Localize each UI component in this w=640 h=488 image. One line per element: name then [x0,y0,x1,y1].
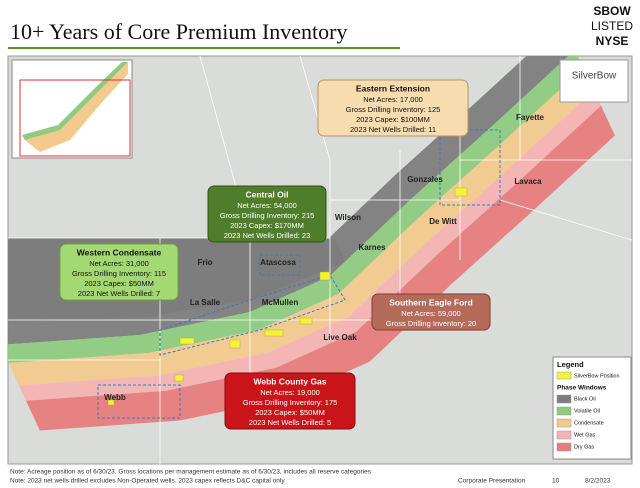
callout-line: 2023 Net Wells Drilled: 7 [78,289,160,298]
position [179,337,195,345]
map-logo [559,59,629,103]
callout-title: Webb County Gas [253,376,326,386]
county-label: Fayette [516,113,545,122]
county-labels: Fayette Gonzales Lavaca De Witt Wilson Karnes… [104,113,544,402]
callout-line: 2023 Capex: $50MM [255,408,325,417]
legend-label: Dry Gas [574,444,594,450]
legend-label: SilverBow Position [574,373,620,379]
county-label: McMullen [262,298,299,307]
callout-line: Net Acres: 54,000 [237,201,297,210]
county-label: Gonzales [407,175,443,184]
callout-line: Gross Drilling Inventory: 20 [386,319,476,328]
footer-source: Corporate Presentation [458,478,526,485]
logo-text: SBOW [593,4,631,18]
footnote: Note: 2023 net wells drilled excludes No… [10,478,285,485]
callout-line: 2023 Net Wells Drilled: 23 [224,231,311,240]
callout-line: Gross Drilling Inventory: 115 [72,269,166,278]
title: 10+ Years of Core Premium Inventory [10,19,347,44]
callout-line: Gross Drilling Inventory: 175 [243,398,338,407]
outline [439,129,501,206]
legend: Legend SilverBow Position Phase Windows Bla… [552,356,632,460]
callout-line: Net Acres: 17,000 [363,95,423,104]
legend-label: Volatile Oil [574,408,600,414]
position [229,339,241,349]
callout-title: Southern Eagle Ford [389,297,473,307]
position [319,271,331,281]
county-label: La Salle [190,298,221,307]
county-label: Wilson [335,213,361,222]
legend-swatch [556,371,572,380]
callout-box [59,243,179,301]
callout-line: 2023 Capex: $50MM [84,279,154,288]
callout-line: 2023 Capex: $170MM [230,221,304,230]
footer-date: 8/2/2023 [585,478,611,485]
legend-swatch [556,418,572,428]
callout-box [371,293,491,331]
county-label: Webb [104,393,126,402]
county-label: Live Oak [323,333,357,342]
callout-title: Eastern Extension [356,83,430,93]
phase-band [26,105,615,431]
callout-title: Western Condensate [77,247,162,257]
phase-band [8,56,584,363]
position [264,329,284,337]
page-number: 10 [552,478,560,485]
legend-swatch [556,430,572,440]
callout-box [224,372,356,430]
logo-text: LISTED [591,19,633,33]
legend-title: Legend [557,360,584,369]
callout-line: 2023 Capex: $100MM [356,115,430,124]
legend-label: Condensate [574,420,604,426]
callout-box [317,79,469,137]
position-outlines [97,129,501,419]
county-label: Lavaca [514,177,542,186]
phase-band [8,56,569,345]
legend-swatch [556,442,572,452]
county-label: Frio [197,258,212,267]
legend-swatch [556,394,572,404]
position [107,399,115,406]
legend-label: Black Oil [574,396,596,402]
inset-trend [22,62,128,140]
callout-box [207,185,327,243]
callout-title: Central Oil [246,189,289,199]
legend-subtitle: Phase Windows [557,385,607,392]
county-label: Atascosa [260,258,296,267]
map-logo-text: SilverBow [572,71,617,82]
position [299,317,313,325]
positions [107,187,468,406]
outline [159,274,346,356]
outline [259,254,301,276]
footnote: Note: Acreage position as of 6/30/23. Gr… [10,469,372,476]
county-label: Karnes [358,243,386,252]
phase-band [18,90,602,401]
position [454,187,468,197]
logo-text: NYSE [596,34,629,48]
county-label: De Witt [429,217,457,226]
position [174,374,184,382]
callout-line: 2023 Net Wells Drilled: 11 [350,125,436,134]
callout-line: 2023 Net Wells Drilled: 5 [249,418,331,427]
legend-label: Wet Gas [574,432,596,438]
inset-trend [25,62,128,152]
legend-swatch [556,406,572,416]
callout-line: Net Acres: 19,000 [260,388,320,397]
inset-extent [19,79,131,157]
callout-line: Net Acres: 59,000 [401,309,461,318]
callout-line: Gross Drilling Inventory: 125 [346,105,441,114]
outline [97,384,181,419]
callout-line: Gross Drilling Inventory: 215 [220,211,315,220]
callout-line: Net Acres: 31,000 [89,259,149,268]
